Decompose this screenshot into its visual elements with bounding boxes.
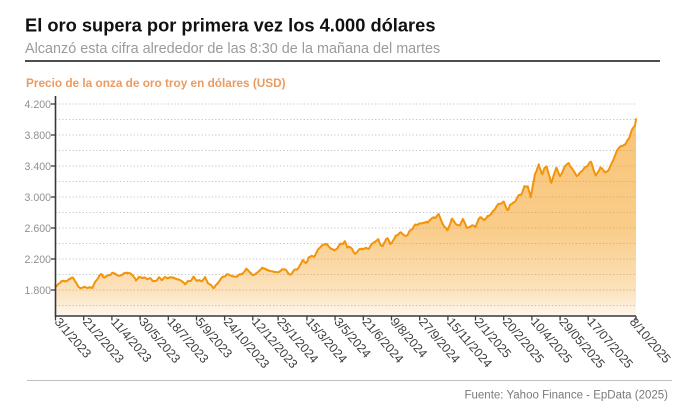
svg-text:Precio de la onza de oro troy: Precio de la onza de oro troy en dólares… <box>26 76 286 90</box>
svg-text:3.400: 3.400 <box>24 161 51 173</box>
svg-text:2.200: 2.200 <box>24 254 51 266</box>
svg-text:3.800: 3.800 <box>24 130 51 142</box>
svg-text:2.600: 2.600 <box>24 223 51 235</box>
svg-text:Fuente: Yahoo Finance - EpData: Fuente: Yahoo Finance - EpData (2025) <box>464 390 668 402</box>
svg-text:Alcanzó esta cifra alrededor d: Alcanzó esta cifra alrededor de las 8:30… <box>25 41 440 57</box>
svg-text:El oro supera por primera vez: El oro supera por primera vez los 4.000 … <box>25 15 435 36</box>
svg-text:3.000: 3.000 <box>24 192 51 204</box>
svg-text:1.800: 1.800 <box>24 285 51 297</box>
svg-text:4.200: 4.200 <box>24 99 51 111</box>
